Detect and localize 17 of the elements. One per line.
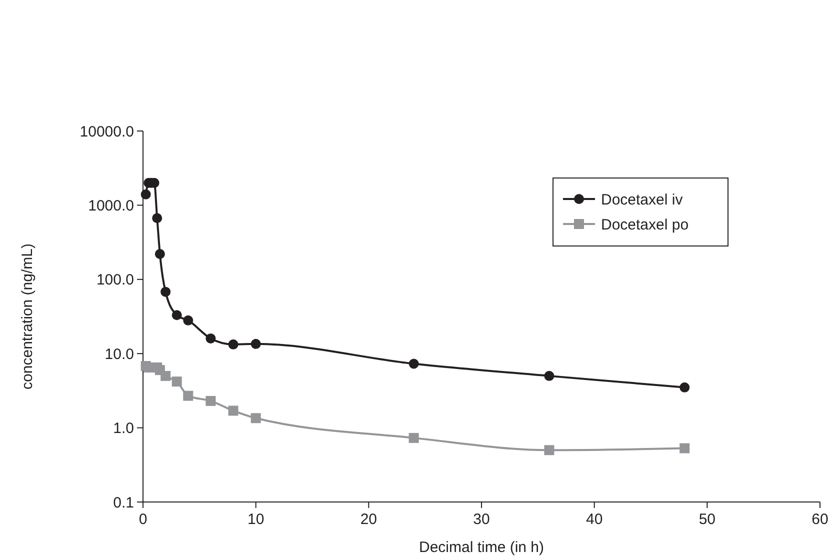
x-tick-label: 30 xyxy=(473,511,490,528)
legend-label: Docetaxel po xyxy=(601,216,689,234)
y-axis-title: concentration (ng/mL) xyxy=(19,244,36,390)
x-tick-label: 50 xyxy=(698,511,716,528)
y-tick-label: 1000.0 xyxy=(88,197,134,214)
x-tick-label: 0 xyxy=(138,511,148,528)
y-tick-label: 1.0 xyxy=(113,420,134,438)
y-tick-label: 10000.0 xyxy=(80,123,134,140)
legend-label: Docetaxel iv xyxy=(601,191,684,208)
x-tick-label: 60 xyxy=(812,511,828,528)
x-axis-title: Decimal time (in h) xyxy=(418,539,544,556)
x-tick-label: 40 xyxy=(586,511,603,528)
y-tick-label: 0.1 xyxy=(113,494,134,512)
x-tick-label: 10 xyxy=(247,511,264,528)
x-tick-label: 20 xyxy=(360,511,378,528)
y-tick-label: 100.0 xyxy=(96,272,134,289)
y-tick-label: 10.0 xyxy=(104,346,134,363)
